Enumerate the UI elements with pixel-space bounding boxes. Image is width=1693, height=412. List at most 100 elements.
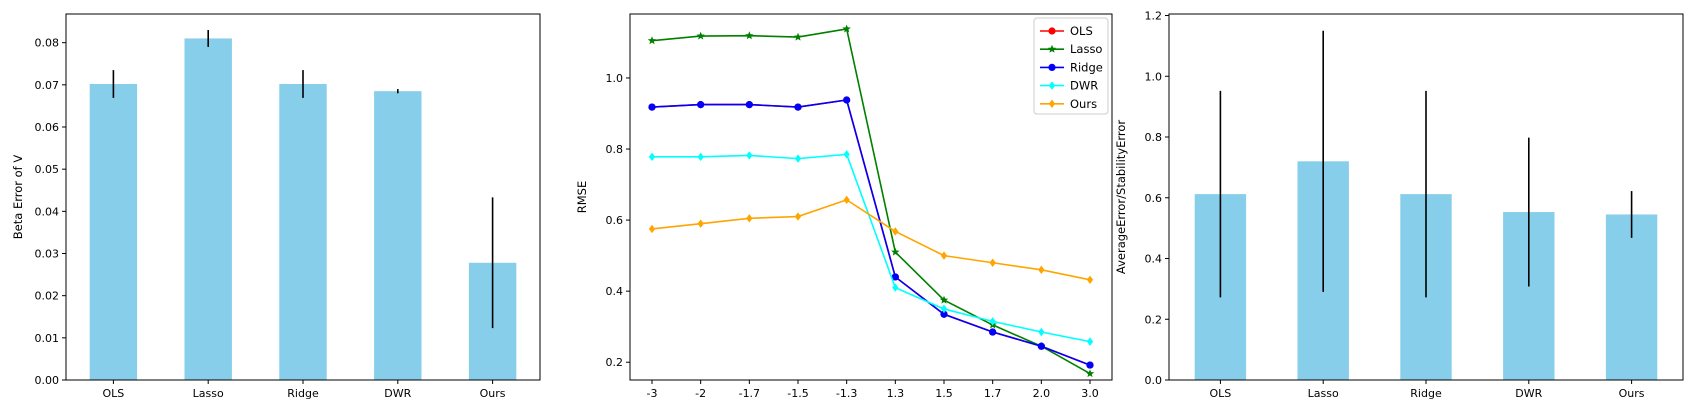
data-point <box>648 152 656 162</box>
y-tick-label: 0.07 <box>35 79 60 92</box>
axes-frame <box>629 13 1113 381</box>
data-point <box>989 328 997 336</box>
x-tick-label: -3 <box>647 387 658 400</box>
x-tick-label: -1.5 <box>787 387 808 400</box>
line-chart: 0.2 0.4 0.6 0.8 1.0 RMSE -3 -2 -1.7 -1.5 -1.3 1.3 1.… <box>575 13 1113 400</box>
legend: OLS Lasso Ridge DWR Ours <box>1033 17 1109 115</box>
data-point <box>647 36 657 45</box>
y-tick-label: 0.4 <box>1145 253 1163 266</box>
data-point <box>1048 99 1056 108</box>
y-tick-label: 0.2 <box>606 356 624 369</box>
y-axis-label: AverageError/StabilityError <box>1114 120 1128 274</box>
x-tick-label: Lasso <box>1308 387 1339 400</box>
data-point <box>794 103 802 111</box>
y-tick-label: 0.08 <box>35 37 60 50</box>
y-tick-label: 0.06 <box>35 121 60 134</box>
data-point <box>648 224 656 234</box>
data-point <box>1038 327 1045 337</box>
data-point <box>891 247 900 256</box>
data-point <box>794 154 802 163</box>
y-tick-label: 0.0 <box>1145 374 1163 387</box>
y-tick-label: 0.02 <box>35 290 60 303</box>
data-point <box>697 152 704 162</box>
data-point <box>843 195 850 205</box>
data-point <box>696 31 705 40</box>
legend-entry: Lasso <box>1040 42 1102 56</box>
bar-chart-1: 0.00 0.01 0.02 0.03 0.04 0.05 0.06 0.07 0.08 Beta… <box>11 13 541 400</box>
data-point <box>746 214 753 223</box>
x-tick-label: -1.3 <box>836 387 857 400</box>
data-point <box>1037 342 1045 350</box>
y-tick-label: 0.00 <box>35 374 60 387</box>
y-tick-label: 1.0 <box>606 72 624 85</box>
data-point <box>1048 27 1056 35</box>
legend-frame <box>1033 17 1109 115</box>
data-point <box>745 101 753 109</box>
data-point <box>1048 63 1056 71</box>
legend-entry: Ours <box>1040 97 1097 111</box>
series-lasso <box>647 24 1095 378</box>
y-tick-label: 0.2 <box>1145 313 1163 326</box>
axes-frame <box>65 13 541 381</box>
bar-chart-3: 0.0 0.2 0.4 0.6 0.8 1.0 1.2 AverageError/Stabil… <box>1114 10 1684 400</box>
x-tick-label: DWR <box>1515 387 1542 400</box>
x-tick-label: Lasso <box>193 387 224 400</box>
data-point <box>892 227 899 236</box>
bar <box>184 38 232 380</box>
y-tick-label: 0.6 <box>606 214 624 227</box>
data-point <box>843 150 850 159</box>
series-dwr <box>648 150 1094 346</box>
x-tick-label: Ours <box>1619 387 1645 400</box>
x-tick-label: Ridge <box>287 387 319 400</box>
data-point <box>940 310 948 318</box>
series-ridge <box>648 96 1094 369</box>
data-point <box>940 304 948 314</box>
x-tick-label: 2.0 <box>1033 387 1051 400</box>
data-point <box>1086 275 1094 284</box>
data-point <box>989 258 996 267</box>
y-tick-label: 0.4 <box>606 285 624 298</box>
legend-entry: Ridge <box>1040 60 1103 74</box>
data-point <box>1085 369 1095 378</box>
y-axis-label: Beta Error of V <box>11 155 25 240</box>
data-point <box>1038 265 1045 275</box>
data-point <box>793 32 803 41</box>
data-point <box>1086 337 1094 346</box>
x-tick-label: 3.0 <box>1081 387 1099 400</box>
y-tick-label: 1.0 <box>1145 70 1163 83</box>
y-tick-label: 0.04 <box>35 205 60 218</box>
legend-label: Ridge <box>1070 60 1103 74</box>
x-tick-label: -2 <box>695 387 706 400</box>
x-tick-label: OLS <box>1210 387 1232 400</box>
y-tick-label: 0.01 <box>35 332 60 345</box>
x-tick-label: 1.7 <box>984 387 1002 400</box>
x-tick-label: DWR <box>384 387 411 400</box>
x-tick-label: Ridge <box>1410 387 1442 400</box>
axes-frame <box>1168 13 1684 381</box>
y-tick-label: 0.05 <box>35 163 60 176</box>
x-tick-label: OLS <box>103 387 125 400</box>
y-axis-label: RMSE <box>575 181 589 213</box>
legend-label: Ours <box>1070 97 1097 111</box>
data-point <box>892 283 899 292</box>
data-point <box>989 317 996 326</box>
y-tick-label: 0.6 <box>1145 192 1163 205</box>
y-tick-label: 1.2 <box>1145 10 1163 23</box>
series-line <box>651 28 1091 375</box>
bar <box>374 91 422 380</box>
legend-label: OLS <box>1070 24 1093 38</box>
x-tick-label: Ours <box>480 387 506 400</box>
bar <box>279 83 327 380</box>
legend-entry: OLS <box>1040 24 1093 38</box>
data-point <box>697 219 704 228</box>
legend-label: DWR <box>1070 79 1098 93</box>
y-tick-label: 0.03 <box>35 248 60 261</box>
y-tick-label: 0.8 <box>606 143 624 156</box>
series-line <box>651 198 1091 281</box>
series-ours <box>648 195 1094 284</box>
data-point <box>746 151 753 160</box>
data-point <box>1086 361 1094 369</box>
bar <box>89 83 138 380</box>
